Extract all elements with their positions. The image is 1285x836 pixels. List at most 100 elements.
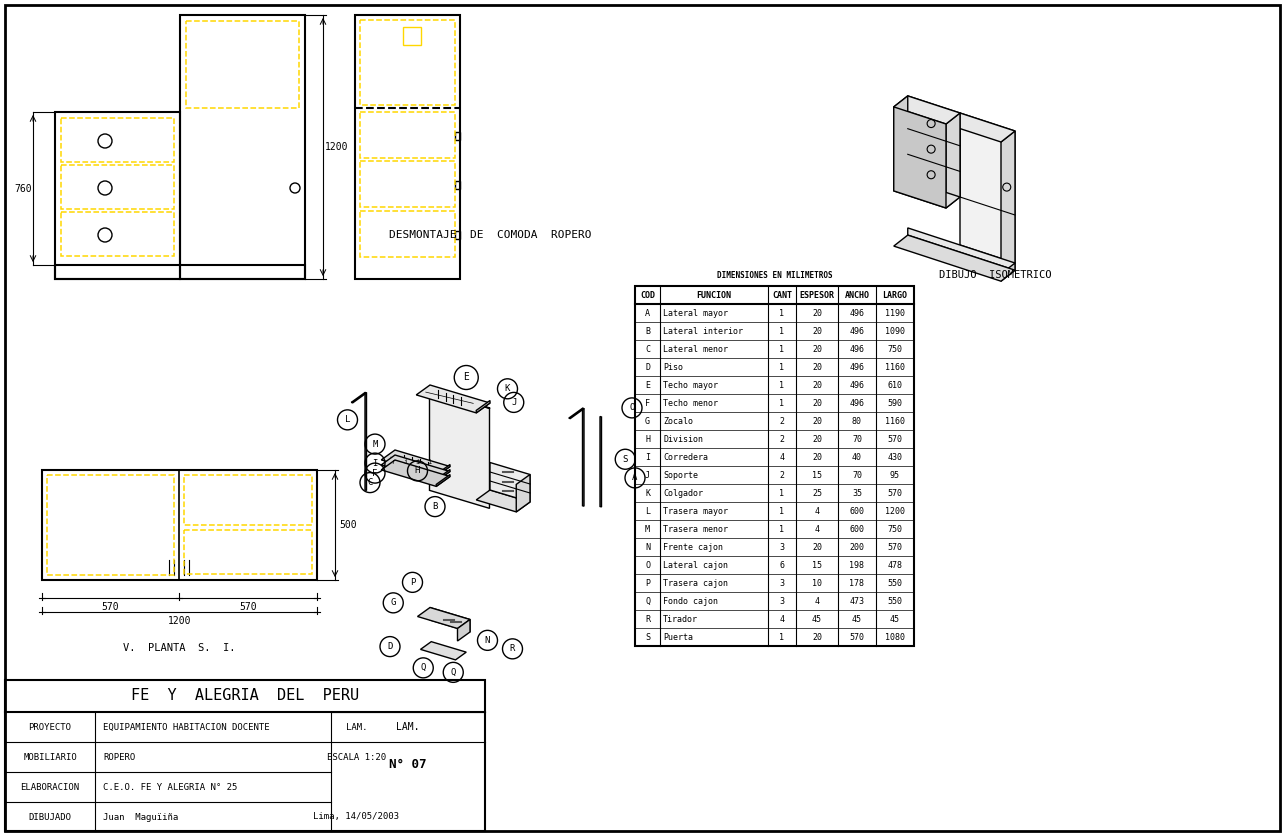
Text: 1160: 1160 — [885, 416, 905, 426]
Text: 20: 20 — [812, 435, 822, 444]
Text: 496: 496 — [849, 344, 865, 354]
Text: Soporte: Soporte — [663, 471, 698, 480]
Text: 10: 10 — [812, 579, 822, 588]
Bar — [635, 286, 914, 646]
Text: 200: 200 — [849, 543, 865, 552]
Text: COD: COD — [640, 290, 655, 299]
Text: Colgador: Colgador — [663, 488, 703, 497]
Text: 1: 1 — [780, 380, 785, 390]
Text: A: A — [632, 473, 637, 482]
Text: 4: 4 — [780, 452, 785, 461]
Text: ELABORACION: ELABORACION — [21, 782, 80, 792]
Text: 15: 15 — [812, 471, 822, 480]
Text: A: A — [645, 308, 650, 318]
Bar — [184, 475, 312, 524]
Text: 496: 496 — [849, 399, 865, 407]
Text: 2: 2 — [780, 471, 785, 480]
Polygon shape — [420, 642, 466, 660]
Text: Trasera cajon: Trasera cajon — [663, 579, 729, 588]
Polygon shape — [894, 107, 946, 208]
Text: 1190: 1190 — [885, 308, 905, 318]
Text: 1: 1 — [780, 327, 785, 335]
Polygon shape — [382, 460, 450, 487]
Text: 3: 3 — [780, 597, 785, 605]
Text: ESPESOR: ESPESOR — [799, 290, 834, 299]
Text: 550: 550 — [888, 579, 902, 588]
Text: 1: 1 — [780, 344, 785, 354]
Text: K: K — [505, 385, 510, 393]
Text: 4: 4 — [780, 614, 785, 624]
Polygon shape — [429, 390, 490, 508]
Text: E: E — [645, 380, 650, 390]
Text: 20: 20 — [812, 363, 822, 371]
Text: 1200: 1200 — [168, 616, 191, 626]
Text: 590: 590 — [888, 399, 902, 407]
Text: 1160: 1160 — [885, 363, 905, 371]
Text: Lateral menor: Lateral menor — [663, 344, 729, 354]
Text: C: C — [645, 344, 650, 354]
Text: 20: 20 — [812, 416, 822, 426]
Text: CANT: CANT — [772, 290, 792, 299]
Bar — [48, 475, 173, 575]
Text: 570: 570 — [888, 488, 902, 497]
Polygon shape — [894, 96, 907, 191]
Text: J: J — [645, 471, 650, 480]
Text: FE  Y  ALEGRIA  DEL  PERU: FE Y ALEGRIA DEL PERU — [131, 689, 359, 704]
Polygon shape — [457, 619, 470, 641]
Polygon shape — [907, 228, 1015, 270]
Text: 40: 40 — [852, 452, 862, 461]
Text: i: i — [427, 459, 432, 466]
Text: ESCALA 1:20: ESCALA 1:20 — [326, 752, 385, 762]
Text: 496: 496 — [849, 327, 865, 335]
Text: ANCHO: ANCHO — [844, 290, 870, 299]
Text: 4: 4 — [815, 524, 820, 533]
Text: 496: 496 — [849, 363, 865, 371]
Text: S: S — [622, 455, 628, 464]
Text: N° 07: N° 07 — [389, 758, 427, 772]
Text: I: I — [645, 452, 650, 461]
Polygon shape — [430, 608, 470, 632]
Polygon shape — [1001, 263, 1015, 281]
Text: 45: 45 — [852, 614, 862, 624]
Text: 3: 3 — [780, 579, 785, 588]
Text: Piso: Piso — [663, 363, 684, 371]
Text: B: B — [432, 502, 438, 511]
Text: J: J — [511, 398, 517, 407]
Text: C: C — [368, 478, 373, 487]
Bar — [360, 161, 455, 207]
Text: Division: Division — [663, 435, 703, 444]
Bar — [360, 211, 455, 257]
Polygon shape — [907, 96, 960, 197]
Text: R: R — [510, 645, 515, 654]
Text: 1: 1 — [780, 308, 785, 318]
Text: 570: 570 — [888, 435, 902, 444]
Text: Lateral cajon: Lateral cajon — [663, 560, 729, 569]
Text: S: S — [645, 633, 650, 641]
Bar — [455, 181, 460, 189]
Text: Trasera menor: Trasera menor — [663, 524, 729, 533]
Polygon shape — [436, 465, 450, 477]
Text: 600: 600 — [849, 507, 865, 516]
Text: 2: 2 — [780, 435, 785, 444]
Text: 610: 610 — [888, 380, 902, 390]
Text: 80: 80 — [852, 416, 862, 426]
Text: 550: 550 — [888, 597, 902, 605]
Bar — [60, 165, 173, 209]
Text: ROPERO: ROPERO — [103, 752, 135, 762]
Text: FUNCION: FUNCION — [696, 290, 731, 299]
Text: LAM.: LAM. — [397, 722, 420, 732]
Text: M: M — [645, 524, 650, 533]
Bar — [184, 530, 312, 574]
Text: 1: 1 — [780, 507, 785, 516]
Text: F: F — [373, 469, 378, 477]
Polygon shape — [894, 235, 1015, 281]
Text: Techo menor: Techo menor — [663, 399, 718, 407]
Text: I: I — [373, 459, 378, 467]
Polygon shape — [418, 608, 470, 629]
Text: Corredera: Corredera — [663, 452, 708, 461]
Text: M: M — [373, 440, 378, 449]
Text: 496: 496 — [849, 380, 865, 390]
Text: E: E — [464, 373, 469, 383]
Polygon shape — [960, 113, 1015, 263]
Text: 25: 25 — [812, 488, 822, 497]
